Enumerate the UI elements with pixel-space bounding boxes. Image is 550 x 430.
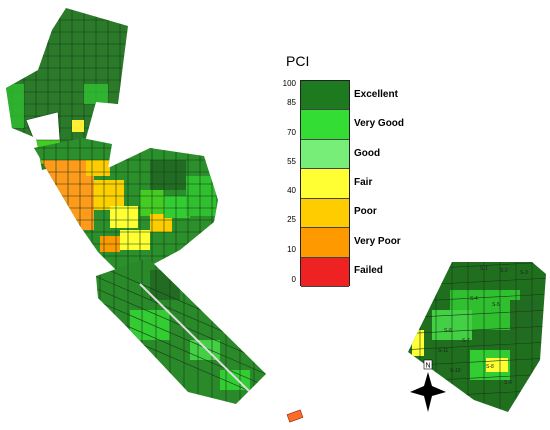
legend-swatch-very-good [301, 110, 349, 140]
section-label: S-5 [492, 302, 500, 308]
legend-class-label: Good [354, 147, 381, 159]
map-small-parcel [286, 409, 304, 423]
legend-swatch-poor [301, 198, 349, 229]
legend-title: PCI [286, 53, 310, 69]
legend-swatch-failed [301, 257, 349, 287]
section-label: S-11 [438, 348, 448, 354]
legend-swatch-good [301, 139, 349, 170]
north-arrow-label: N [425, 363, 430, 370]
section-label: S-4 [470, 296, 478, 302]
legend-tick-label: 10 [287, 245, 296, 254]
legend-class-label: Fair [354, 177, 373, 188]
legend-class-label: Poor [354, 206, 377, 218]
legend-tick-label: 70 [287, 128, 296, 137]
legend-class-label: Very Poor [354, 235, 401, 247]
section-label: S-2 [500, 268, 508, 274]
map-section-center [34, 138, 218, 270]
section-label: S-7 [462, 338, 470, 344]
section-label: S-3 [520, 270, 528, 276]
legend-tick-label: 25 [287, 215, 296, 224]
legend-tick-label: 55 [287, 157, 296, 166]
section-label: S-9 [504, 380, 512, 386]
map-section-south [96, 258, 266, 404]
legend-swatch-very-poor [301, 228, 349, 258]
legend-swatch-fair [301, 169, 349, 199]
section-label: S-1 [480, 266, 488, 272]
legend-tick-label: 40 [287, 186, 296, 195]
legend-tick-label: 0 [291, 275, 296, 284]
legend-tick-label: 85 [287, 98, 296, 107]
legend-tick-label: 100 [282, 79, 296, 88]
section-label: S-8 [486, 364, 494, 370]
section-labels: S-1 S-2 S-3 S-4 S-5 S-6 S-7 S-8 S-9 S-10 S-11 [438, 266, 528, 386]
legend-class-label: Failed [354, 265, 383, 277]
north-arrow-icon: N [410, 359, 446, 412]
pci-legend-bar [300, 80, 350, 287]
legend-swatch-excellent [301, 81, 349, 111]
section-label: S-6 [444, 328, 452, 334]
legend-class-label: Very Good [354, 118, 405, 130]
legend-class-label: Excellent [354, 88, 398, 100]
section-label: S-10 [450, 368, 461, 374]
